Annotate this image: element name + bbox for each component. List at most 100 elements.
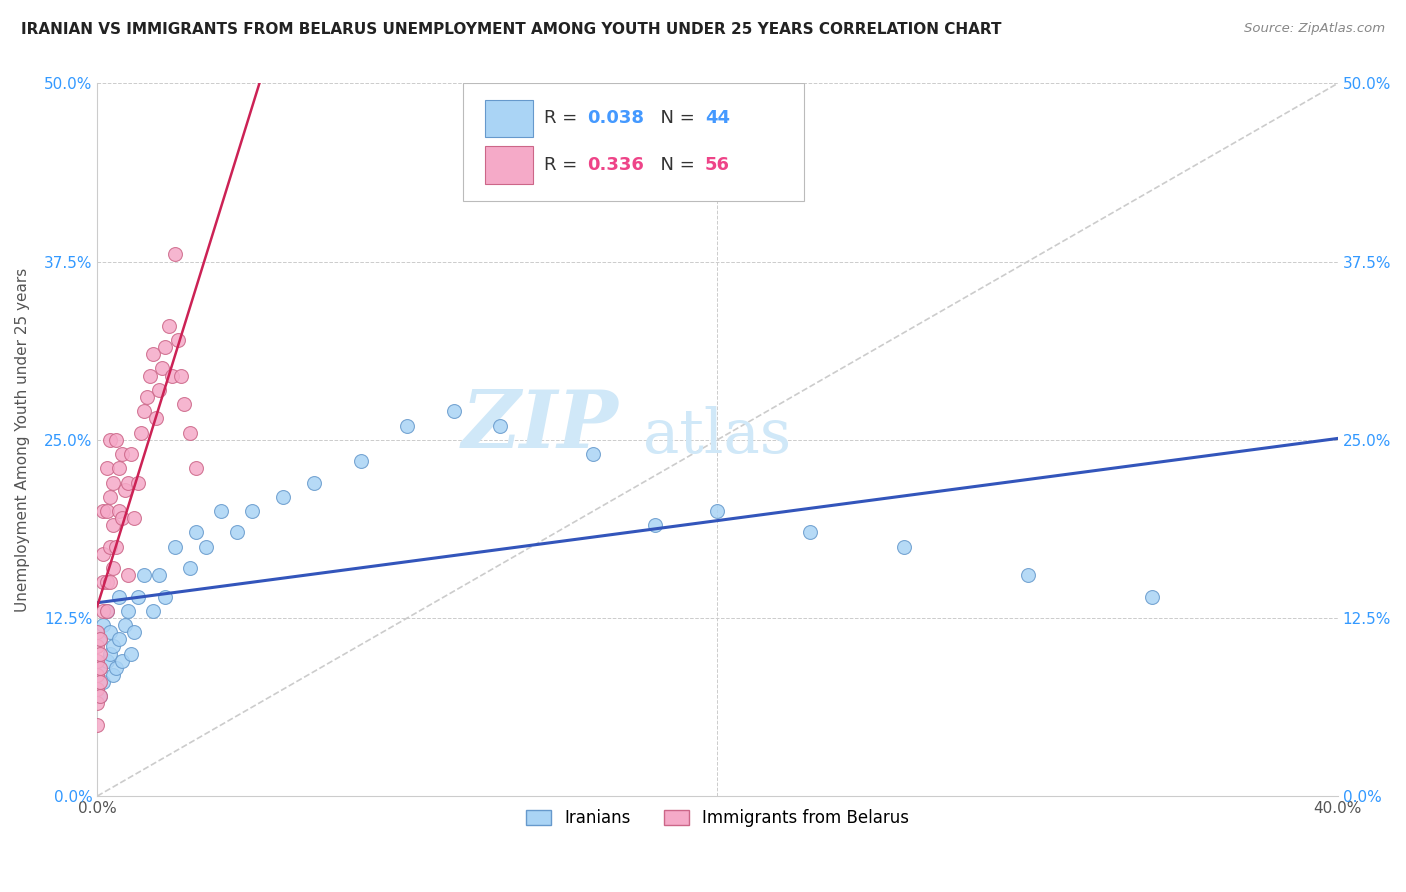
Point (132, 568, 155, 582)
Point (93, 675, 115, 690)
Point (124, 625, 146, 640)
Point (157, 318, 180, 333)
Point (135, 390, 157, 404)
Point (170, 368, 193, 383)
Point (101, 640, 124, 654)
Point (98, 575, 121, 590)
Point (163, 540, 186, 554)
Point (148, 568, 170, 582)
Point (98, 490, 121, 504)
Point (96, 461, 118, 475)
Point (124, 511, 146, 525)
Point (104, 433, 127, 447)
Point (98, 647, 121, 661)
Point (173, 397, 195, 411)
Point (93, 604, 115, 618)
Point (145, 411, 167, 425)
Point (89, 675, 111, 690)
Point (194, 540, 217, 554)
Text: N =: N = (650, 110, 700, 128)
Point (893, 540, 915, 554)
Point (86, 668, 108, 682)
Point (225, 525, 247, 540)
Point (114, 483, 136, 497)
Point (86, 697, 108, 711)
Point (104, 540, 127, 554)
Point (186, 461, 208, 475)
Point (706, 504, 728, 518)
Point (111, 511, 134, 525)
Point (93, 618, 115, 632)
Point (443, 404, 465, 418)
Point (167, 333, 190, 347)
Point (86, 625, 108, 640)
Point (160, 368, 183, 383)
Point (155, 590, 177, 604)
Point (89, 690, 111, 704)
Point (98, 625, 121, 640)
Point (489, 418, 512, 433)
Text: IRANIAN VS IMMIGRANTS FROM BELARUS UNEMPLOYMENT AMONG YOUTH UNDER 25 YEARS CORRE: IRANIAN VS IMMIGRANTS FROM BELARUS UNEMP… (21, 22, 1001, 37)
Point (96, 604, 118, 618)
Text: 0.336: 0.336 (588, 156, 644, 174)
Point (127, 475, 149, 490)
Point (142, 347, 165, 361)
Point (111, 447, 134, 461)
Point (209, 504, 232, 518)
Point (142, 604, 165, 618)
Text: R =: R = (544, 156, 583, 174)
Point (96, 504, 118, 518)
Point (111, 654, 134, 668)
Point (1017, 568, 1039, 582)
Point (86, 654, 108, 668)
Point (117, 568, 139, 582)
Point (101, 561, 124, 575)
Point (96, 575, 118, 590)
Y-axis label: Unemployment Among Youth under 25 years: Unemployment Among Youth under 25 years (15, 268, 30, 612)
Point (179, 561, 201, 575)
Point (799, 525, 821, 540)
Point (1140, 590, 1163, 604)
Point (108, 590, 131, 604)
Point (155, 340, 177, 354)
Point (89, 647, 111, 661)
Point (139, 368, 162, 383)
Point (108, 461, 131, 475)
Point (240, 504, 263, 518)
Point (104, 661, 127, 675)
Point (114, 618, 136, 632)
Point (101, 668, 124, 682)
Point (108, 504, 131, 518)
Point (108, 632, 131, 647)
Point (93, 504, 115, 518)
Text: R =: R = (544, 110, 583, 128)
Point (86, 640, 108, 654)
Point (120, 447, 142, 461)
Text: N =: N = (650, 156, 700, 174)
Point (86, 718, 108, 732)
Bar (485, 146, 533, 184)
Text: atlas: atlas (643, 406, 792, 467)
Text: Source: ZipAtlas.com: Source: ZipAtlas.com (1244, 22, 1385, 36)
Text: 0.038: 0.038 (588, 110, 644, 128)
Point (132, 404, 155, 418)
Point (89, 632, 111, 647)
Point (89, 690, 111, 704)
Point (93, 575, 115, 590)
Point (350, 454, 373, 468)
Point (644, 518, 666, 533)
Text: ZIP: ZIP (461, 387, 619, 464)
Text: 56: 56 (704, 156, 730, 174)
Point (271, 490, 294, 504)
Point (98, 433, 121, 447)
Point (101, 518, 124, 533)
Point (86, 682, 108, 697)
Point (120, 647, 142, 661)
Point (96, 604, 118, 618)
Point (89, 661, 111, 675)
Bar (485, 100, 533, 137)
Point (117, 604, 139, 618)
Point (582, 447, 605, 461)
Point (163, 247, 186, 261)
Point (96, 654, 118, 668)
